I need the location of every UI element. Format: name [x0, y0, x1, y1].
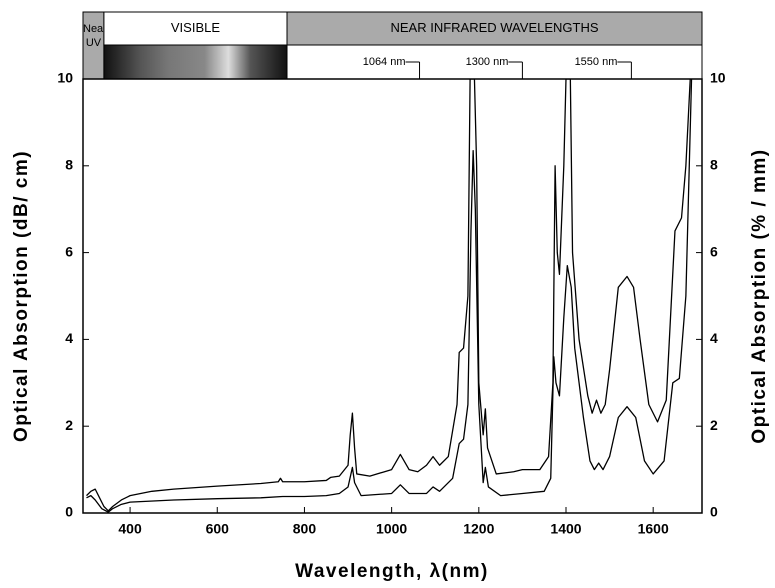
y-tick-label: 2 [65, 417, 73, 433]
band-box [286, 11, 703, 46]
y-tick-label: 8 [65, 157, 73, 173]
band-label: VISIBLE [171, 20, 220, 35]
y-tick-label: 6 [65, 243, 73, 259]
x-tick-label: 1600 [638, 521, 669, 537]
absorption-curve [86, 79, 691, 512]
annotation-label: 1064 nm [363, 56, 406, 68]
annotation-label: 1550 nm [575, 56, 618, 68]
band-label: Near UV [83, 23, 104, 49]
band-strip [286, 44, 703, 80]
x-tick-label: 1200 [463, 521, 494, 537]
y-tick-label: 0 [65, 504, 73, 520]
band-label: NEAR INFRARED WAVELENGTHS [390, 20, 598, 35]
absorption-curve [86, 79, 693, 513]
x-tick-label: 400 [118, 521, 142, 537]
x-axis-label: Wavelength, λ(nm) [295, 561, 489, 582]
y2-axis-label: Optical Absorption (% / mm) [749, 148, 770, 443]
y-tick-label: 10 [57, 70, 73, 86]
y2-tick-label: 0 [710, 504, 718, 520]
x-tick-label: 1400 [550, 521, 581, 537]
y2-tick-label: 6 [710, 243, 718, 259]
y2-tick-label: 2 [710, 417, 718, 433]
y2-tick-label: 8 [710, 157, 718, 173]
wavelength-bands: Near UV VISIBLE NEAR INFRARED WAVELENGTHS 1… [82, 11, 703, 80]
x-tick-label: 800 [293, 521, 317, 537]
y-axis-label: Optical Absorption (dB/ cm) [11, 150, 32, 442]
y2-tick-label: 4 [710, 330, 718, 346]
band-box [103, 11, 288, 46]
x-tick-label: 600 [206, 521, 230, 537]
y2-tick-label: 10 [710, 70, 726, 86]
annotation-label: 1300 nm [466, 56, 509, 68]
x-tick-label: 1000 [376, 521, 407, 537]
plot-frame [82, 78, 703, 514]
band-strip [103, 44, 288, 80]
curves [86, 79, 693, 513]
y-tick-label: 4 [65, 330, 73, 346]
band-label-box: Near UV [83, 23, 104, 49]
